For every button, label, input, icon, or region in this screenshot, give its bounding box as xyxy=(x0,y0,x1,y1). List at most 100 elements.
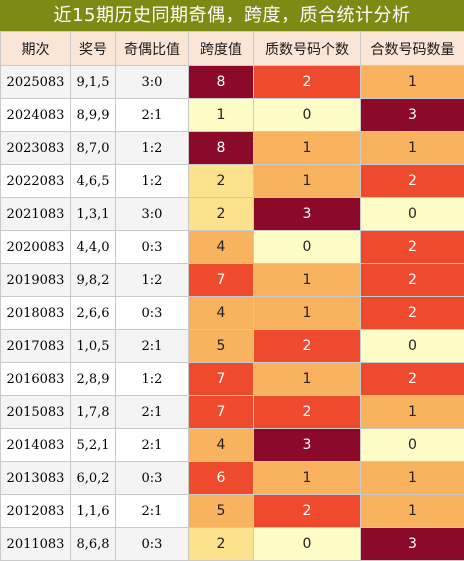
period-cell: 2013083 xyxy=(0,461,71,495)
number-cell: 1,7,8 xyxy=(70,395,116,429)
number-cell: 9,1,5 xyxy=(70,65,116,99)
page-title: 近15期历史同期奇偶，跨度，质合统计分析 xyxy=(0,0,464,31)
number-cell: 8,9,9 xyxy=(70,98,116,132)
composite-count-cell: 1 xyxy=(360,131,464,165)
header-prime: 质数号码个数 xyxy=(253,31,361,66)
ratio-cell: 2:1 xyxy=(115,395,189,429)
period-cell: 2021083 xyxy=(0,197,71,231)
table-row: 2013083 6,0,2 0:3 6 1 1 xyxy=(0,461,464,495)
prime-count-cell: 1 xyxy=(253,461,361,495)
prime-count-cell: 2 xyxy=(253,329,361,363)
prime-count-cell: 2 xyxy=(253,494,361,528)
composite-count-cell: 1 xyxy=(360,494,464,528)
prime-count-cell: 2 xyxy=(253,395,361,429)
ratio-cell: 2:1 xyxy=(115,428,189,462)
period-cell: 2025083 xyxy=(0,65,71,99)
ratio-cell: 1:2 xyxy=(115,263,189,297)
table-row: 2014083 5,2,1 2:1 4 3 0 xyxy=(0,428,464,462)
table-row: 2019083 9,8,2 1:2 7 1 2 xyxy=(0,263,464,297)
span-cell: 2 xyxy=(188,527,254,561)
composite-count-cell: 0 xyxy=(360,428,464,462)
prime-count-cell: 0 xyxy=(253,527,361,561)
span-cell: 6 xyxy=(188,461,254,495)
number-cell: 4,6,5 xyxy=(70,164,116,198)
prime-count-cell: 1 xyxy=(253,263,361,297)
prime-count-cell: 1 xyxy=(253,362,361,396)
prime-count-cell: 1 xyxy=(253,131,361,165)
header-row: 期次 奖号 奇偶比值 跨度值 质数号码个数 合数号码数量 xyxy=(0,31,464,66)
ratio-cell: 0:3 xyxy=(115,296,189,330)
composite-count-cell: 1 xyxy=(360,395,464,429)
number-cell: 4,4,0 xyxy=(70,230,116,264)
number-cell: 2,6,6 xyxy=(70,296,116,330)
ratio-cell: 1:2 xyxy=(115,362,189,396)
table-row: 2025083 9,1,5 3:0 8 2 1 xyxy=(0,65,464,99)
span-cell: 4 xyxy=(188,230,254,264)
table-row: 2020083 4,4,0 0:3 4 0 2 xyxy=(0,230,464,264)
table-row: 2017083 1,0,5 2:1 5 2 0 xyxy=(0,329,464,363)
prime-count-cell: 1 xyxy=(253,164,361,198)
number-cell: 8,7,0 xyxy=(70,131,116,165)
span-cell: 2 xyxy=(188,164,254,198)
prime-count-cell: 0 xyxy=(253,230,361,264)
period-cell: 2017083 xyxy=(0,329,71,363)
span-cell: 7 xyxy=(188,395,254,429)
composite-count-cell: 1 xyxy=(360,65,464,99)
table-row: 2024083 8,9,9 2:1 1 0 3 xyxy=(0,98,464,132)
stats-table: 期次 奖号 奇偶比值 跨度值 质数号码个数 合数号码数量 2025083 9,1,… xyxy=(0,31,464,561)
header-span: 跨度值 xyxy=(188,31,254,66)
period-cell: 2018083 xyxy=(0,296,71,330)
ratio-cell: 3:0 xyxy=(115,197,189,231)
header-composite: 合数号码数量 xyxy=(360,31,464,66)
ratio-cell: 2:1 xyxy=(115,98,189,132)
composite-count-cell: 0 xyxy=(360,329,464,363)
period-cell: 2024083 xyxy=(0,98,71,132)
composite-count-cell: 1 xyxy=(360,461,464,495)
number-cell: 6,0,2 xyxy=(70,461,116,495)
period-cell: 2012083 xyxy=(0,494,71,528)
header-number: 奖号 xyxy=(70,31,116,66)
span-cell: 2 xyxy=(188,197,254,231)
number-cell: 1,3,1 xyxy=(70,197,116,231)
composite-count-cell: 2 xyxy=(360,164,464,198)
span-cell: 4 xyxy=(188,428,254,462)
composite-count-cell: 2 xyxy=(360,263,464,297)
table-row: 2016083 2,8,9 1:2 7 1 2 xyxy=(0,362,464,396)
number-cell: 2,8,9 xyxy=(70,362,116,396)
span-cell: 5 xyxy=(188,329,254,363)
number-cell: 1,1,6 xyxy=(70,494,116,528)
composite-count-cell: 3 xyxy=(360,527,464,561)
composite-count-cell: 2 xyxy=(360,230,464,264)
ratio-cell: 0:3 xyxy=(115,527,189,561)
table-row: 2011083 8,6,8 0:3 2 0 3 xyxy=(0,527,464,561)
number-cell: 9,8,2 xyxy=(70,263,116,297)
composite-count-cell: 2 xyxy=(360,296,464,330)
table-row: 2015083 1,7,8 2:1 7 2 1 xyxy=(0,395,464,429)
table-row: 2022083 4,6,5 1:2 2 1 2 xyxy=(0,164,464,198)
period-cell: 2014083 xyxy=(0,428,71,462)
span-cell: 1 xyxy=(188,98,254,132)
composite-count-cell: 0 xyxy=(360,197,464,231)
period-cell: 2011083 xyxy=(0,527,71,561)
prime-count-cell: 1 xyxy=(253,296,361,330)
period-cell: 2020083 xyxy=(0,230,71,264)
period-cell: 2016083 xyxy=(0,362,71,396)
span-cell: 8 xyxy=(188,65,254,99)
period-cell: 2019083 xyxy=(0,263,71,297)
table-row: 2021083 1,3,1 3:0 2 3 0 xyxy=(0,197,464,231)
period-cell: 2015083 xyxy=(0,395,71,429)
ratio-cell: 0:3 xyxy=(115,461,189,495)
prime-count-cell: 2 xyxy=(253,65,361,99)
header-period: 期次 xyxy=(0,31,71,66)
period-cell: 2023083 xyxy=(0,131,71,165)
span-cell: 7 xyxy=(188,263,254,297)
span-cell: 7 xyxy=(188,362,254,396)
table-row: 2023083 8,7,0 1:2 8 1 1 xyxy=(0,131,464,165)
prime-count-cell: 3 xyxy=(253,197,361,231)
period-cell: 2022083 xyxy=(0,164,71,198)
ratio-cell: 1:2 xyxy=(115,164,189,198)
header-ratio: 奇偶比值 xyxy=(115,31,189,66)
ratio-cell: 3:0 xyxy=(115,65,189,99)
number-cell: 8,6,8 xyxy=(70,527,116,561)
